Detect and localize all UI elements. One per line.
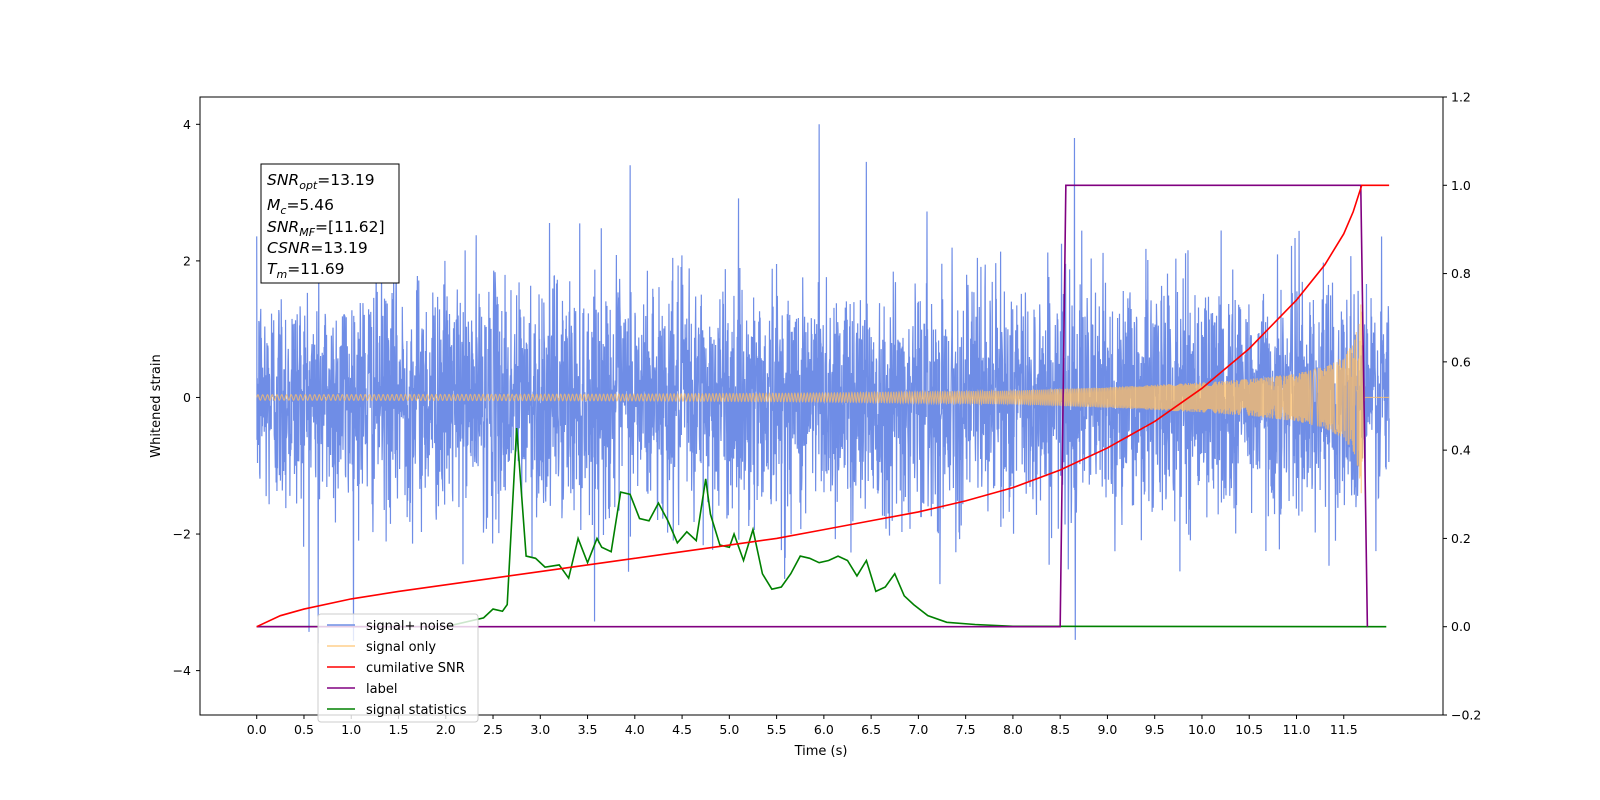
x-tick-label: 2.5 [483, 722, 503, 737]
legend-label: signal only [366, 640, 436, 655]
x-tick-label: 6.0 [814, 722, 834, 737]
x-tick-label: 3.5 [578, 722, 598, 737]
y-left-tick-label: −2 [173, 527, 191, 542]
y-left-tick-label: 4 [183, 117, 191, 132]
x-tick-label: 3.0 [530, 722, 550, 737]
x-tick-label: 0.0 [247, 722, 267, 737]
info-csnr: CSNR=13.19 [267, 239, 368, 257]
x-tick-label: 5.0 [719, 722, 739, 737]
y-left-tick-label: 0 [183, 390, 191, 405]
legend-label: signal statistics [366, 703, 467, 718]
x-tick-label: 4.0 [625, 722, 645, 737]
y-right-tick-label: 0.6 [1451, 354, 1471, 369]
y-axis-label: Whitened strain [149, 354, 164, 457]
y-left-tick-label: 2 [183, 253, 191, 268]
x-tick-label: 5.5 [767, 722, 787, 737]
x-tick-label: 7.0 [908, 722, 928, 737]
legend-label: cumilative SNR [366, 661, 465, 676]
y-right-tick-label: 0.2 [1451, 531, 1471, 546]
y-axis-right: −0.2 0.0 0.2 0.4 0.6 0.8 1.0 1.2 [1443, 90, 1481, 723]
legend-label: signal+ noise [366, 619, 454, 634]
x-tick-label: 8.0 [1003, 722, 1023, 737]
x-tick-label: 0.5 [294, 722, 314, 737]
x-tick-label: 7.5 [956, 722, 976, 737]
x-tick-label: 10.5 [1235, 722, 1263, 737]
x-tick-label: 11.0 [1283, 722, 1311, 737]
y-left-tick-label: −4 [173, 663, 191, 678]
x-axis: 0.0 0.5 1.0 1.5 2.0 2.5 3.0 3.5 4.0 4.5 5.0 5.5 6.0 6… [247, 715, 1358, 737]
y-right-tick-label: 1.0 [1451, 178, 1471, 193]
info-snr-opt: SNRopt=13.19 [267, 171, 375, 192]
x-tick-label: 8.5 [1050, 722, 1070, 737]
series-label [256, 184, 1369, 628]
info-tm: Tm=11.69 [267, 260, 345, 281]
info-box: SNRopt=13.19 Mc=5.46 SNRMF=[11.62] CSNR=… [260, 163, 400, 284]
y-right-tick-label: 0.8 [1451, 266, 1471, 281]
legend: signal+ noise signal only cumilative SNR la… [317, 613, 479, 723]
x-tick-label: 10.0 [1188, 722, 1216, 737]
y-right-tick-label: 0.4 [1451, 443, 1471, 458]
x-tick-label: 9.0 [1097, 722, 1117, 737]
y-right-tick-label: −0.2 [1451, 708, 1481, 723]
y-right-tick-label: 0.0 [1451, 619, 1471, 634]
series-signal-statistics [256, 428, 1387, 628]
y-axis-left: −4 −2 0 2 4 [173, 117, 200, 678]
x-tick-label: 11.5 [1330, 722, 1358, 737]
info-snr-mf: SNRMF=[11.62] [267, 218, 385, 239]
x-tick-label: 6.5 [861, 722, 881, 737]
x-tick-label: 9.5 [1145, 722, 1165, 737]
x-tick-label: 2.0 [436, 722, 456, 737]
legend-label: label [366, 682, 397, 697]
y-right-tick-label: 1.2 [1451, 90, 1471, 105]
x-tick-label: 4.5 [672, 722, 692, 737]
info-mc: Mc=5.46 [267, 196, 334, 217]
plot-frame [199, 96, 1444, 716]
x-tick-label: 1.5 [389, 722, 409, 737]
series-cumulative-snr [256, 184, 1390, 628]
series-layer [256, 124, 1390, 644]
x-axis-label: Time (s) [794, 744, 848, 759]
x-tick-label: 1.0 [341, 722, 361, 737]
